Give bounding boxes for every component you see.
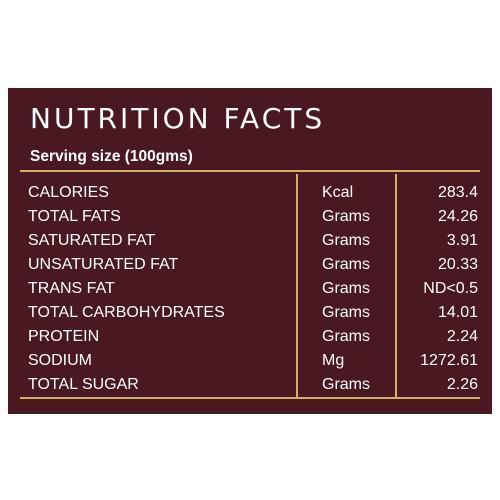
nutrient-value: 2.26	[446, 376, 478, 393]
nutrient-value: ND<0.5	[423, 280, 478, 297]
nutrient-unit: Grams	[322, 304, 370, 321]
nutrient-unit: Grams	[322, 232, 370, 249]
nutrient-value: 14.01	[437, 304, 478, 321]
nutrition-facts-panel: NUTRITION FACTS Serving size (100gms) CA…	[8, 88, 492, 414]
table-row: SODIUM Mg 1272.61	[8, 349, 478, 373]
nutrient-name: SODIUM	[28, 352, 92, 369]
nutrient-unit: Kcal	[322, 184, 354, 201]
nutrient-name: TOTAL FATS	[28, 208, 121, 225]
nutrient-unit: Grams	[322, 280, 370, 297]
nutrient-value: 3.91	[446, 232, 478, 249]
nutrient-value: 24.26	[437, 208, 478, 225]
table-row: TOTAL SUGAR Grams 2.26	[8, 373, 478, 397]
nutrient-name: UNSATURATED FAT	[28, 256, 179, 273]
column-divider-unit	[296, 174, 298, 397]
table-row: UNSATURATED FAT Grams 20.33	[8, 253, 478, 277]
table-row: CALORIES Kcal 283.4	[8, 181, 478, 205]
table-row: TOTAL CARBOHYDRATES Grams 14.01	[8, 301, 478, 325]
nutrient-value: 283.4	[437, 184, 478, 201]
nutrient-unit: Mg	[322, 352, 345, 369]
nutrient-name: CALORIES	[28, 184, 109, 201]
table-row: TOTAL FATS Grams 24.26	[8, 205, 478, 229]
bottom-divider	[20, 397, 480, 399]
serving-size-label: Serving size (100gms)	[30, 148, 193, 165]
nutrient-unit: Grams	[322, 328, 370, 345]
nutrient-name: TOTAL SUGAR	[28, 376, 139, 393]
table-row: SATURATED FAT Grams 3.91	[8, 229, 478, 253]
nutrition-facts-title: NUTRITION FACTS	[30, 102, 326, 135]
nutrient-unit: Grams	[322, 256, 370, 273]
top-divider	[20, 170, 480, 172]
column-divider-value	[395, 174, 397, 397]
nutrient-name: TRANS FAT	[28, 280, 115, 297]
nutrient-unit: Grams	[322, 208, 370, 225]
nutrient-name: TOTAL CARBOHYDRATES	[28, 304, 225, 321]
nutrient-name: PROTEIN	[28, 328, 100, 345]
nutrient-name: SATURATED FAT	[28, 232, 156, 249]
nutrient-value: 1272.61	[420, 352, 478, 369]
nutrient-unit: Grams	[322, 376, 370, 393]
nutrient-value: 20.33	[437, 256, 478, 273]
nutrition-table: CALORIES Kcal 283.4 TOTAL FATS Grams 24.…	[8, 181, 478, 397]
table-row: TRANS FAT Grams ND<0.5	[8, 277, 478, 301]
table-row: PROTEIN Grams 2.24	[8, 325, 478, 349]
nutrient-value: 2.24	[446, 328, 478, 345]
